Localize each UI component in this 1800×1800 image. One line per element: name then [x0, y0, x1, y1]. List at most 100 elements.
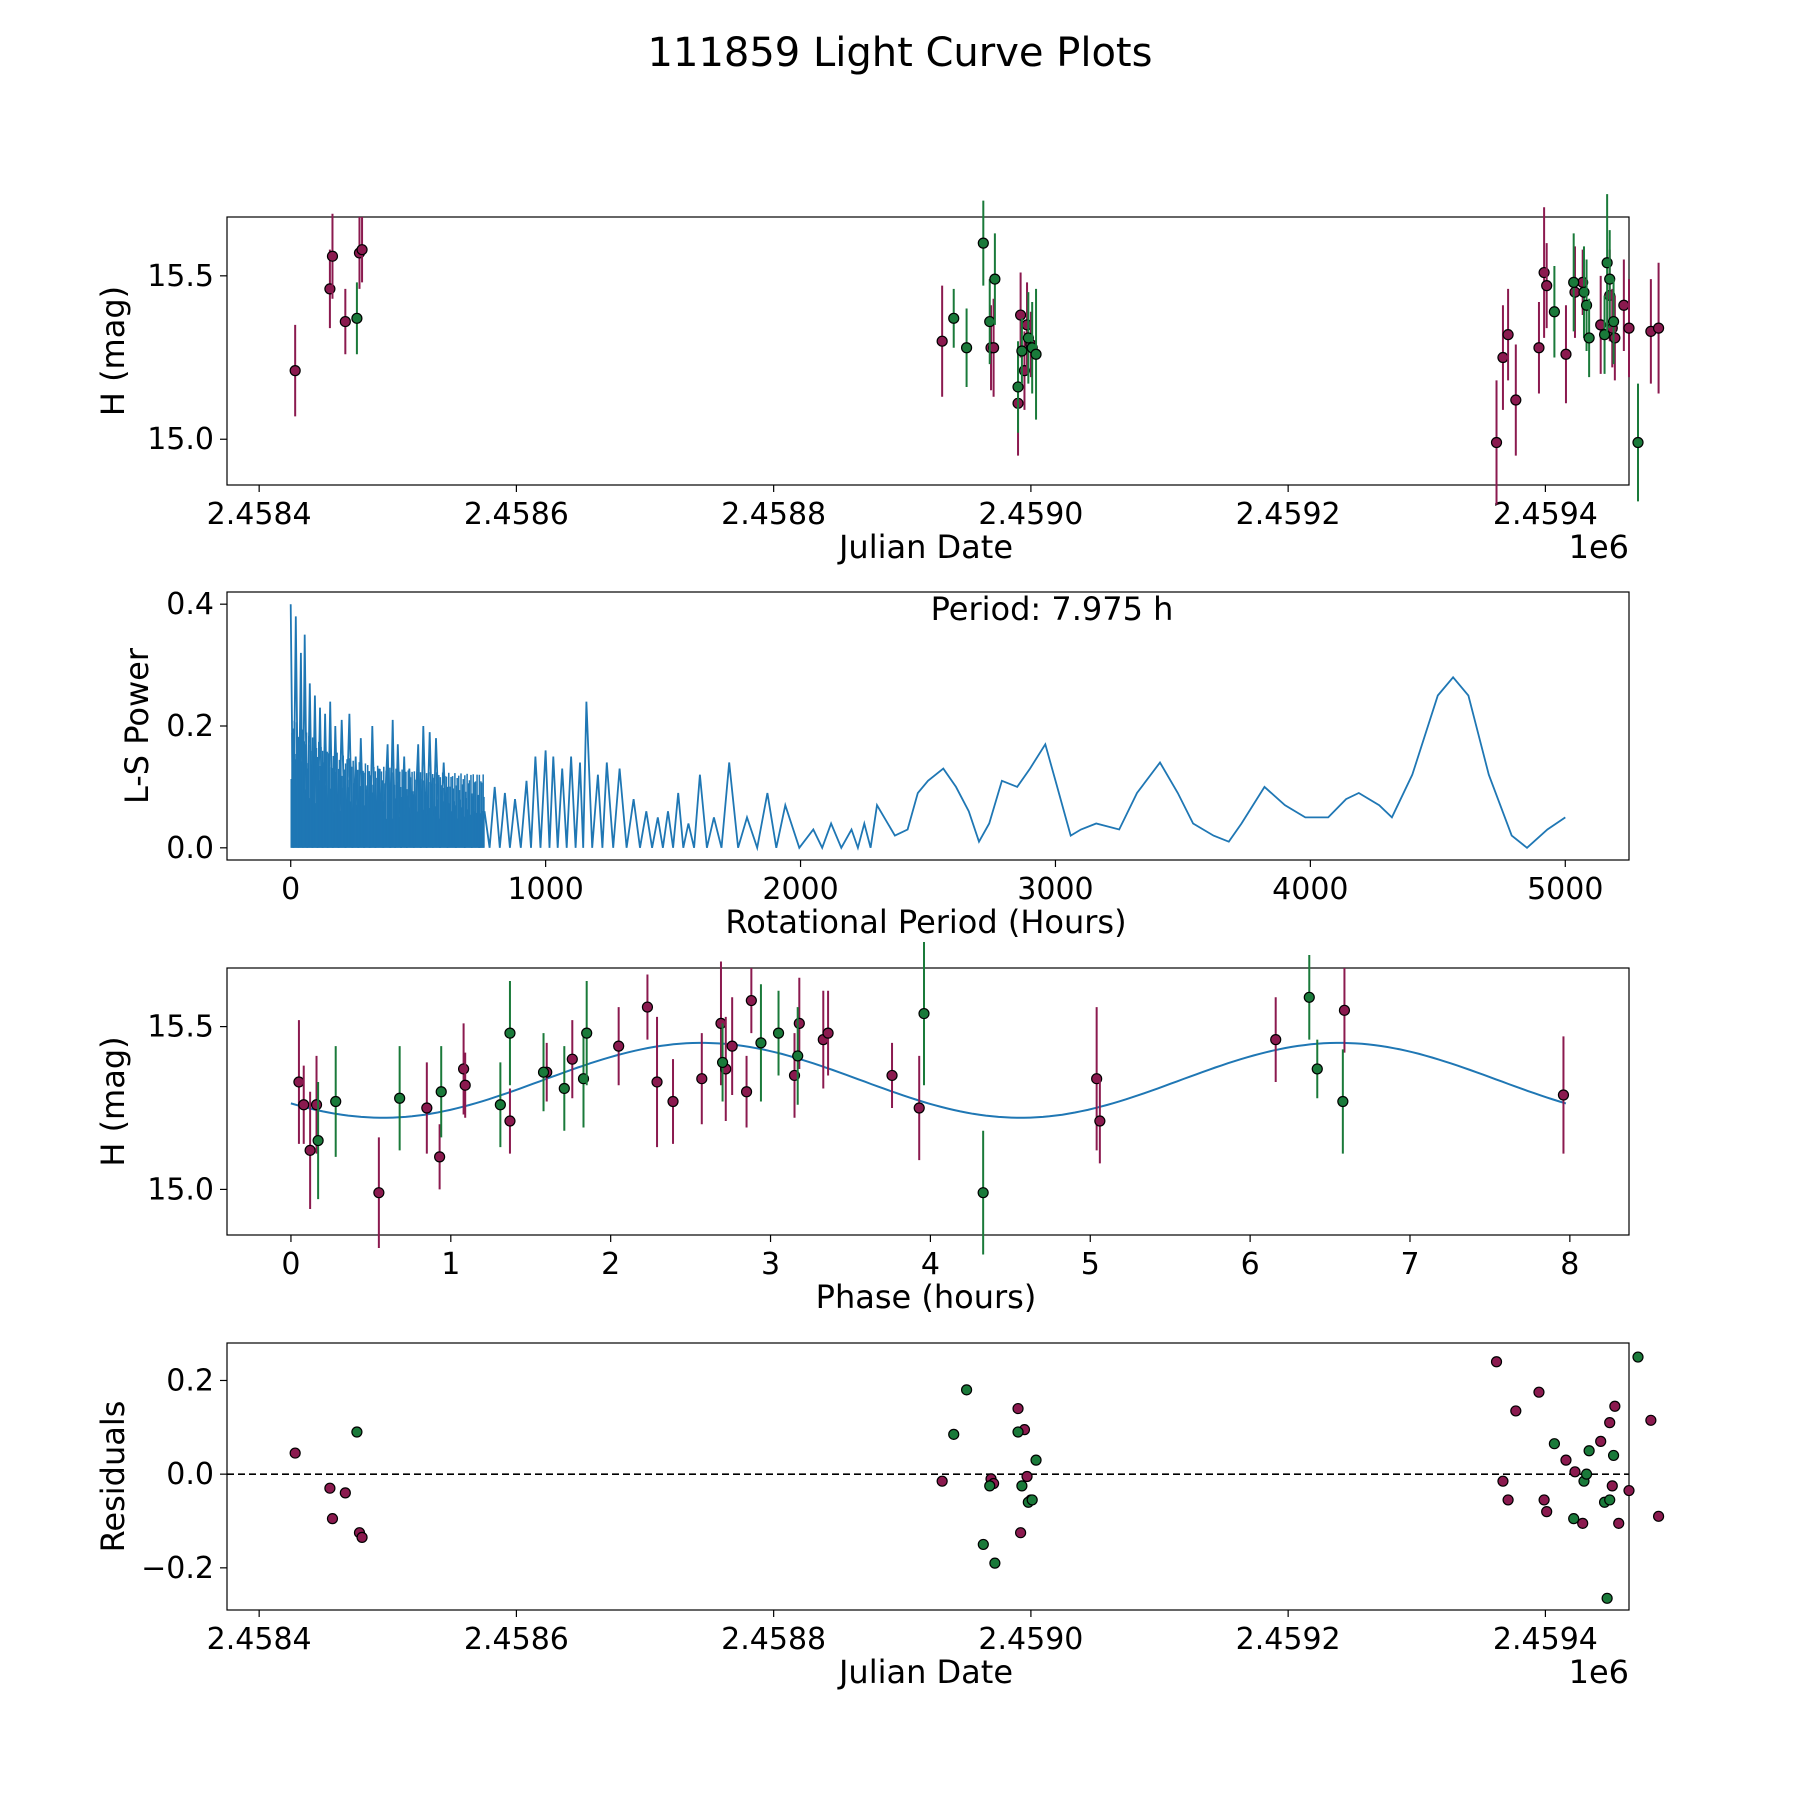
lightcurve-panel: 2.4584 2.4586 2.4588 2.4590 2.4592 2.4594 15.0…: [94, 194, 1665, 566]
lightcurve-point-green: [984, 315, 996, 328]
phasefold-point-magenta: [298, 1099, 310, 1111]
phasefold-ytick-label: 15.0: [147, 1172, 214, 1207]
residuals-point-green: [1026, 1494, 1038, 1506]
residuals-point-magenta: [1497, 1475, 1509, 1487]
phasefold-point-green: [977, 1187, 989, 1199]
phasefold-xlabel: Phase (hours): [816, 1278, 1037, 1316]
lightcurve-xtick-label: 2.4590: [978, 497, 1083, 532]
phasefold-point-green: [1303, 991, 1315, 1003]
lightcurve-point-green: [1016, 345, 1028, 357]
lightcurve-point-magenta: [1490, 436, 1503, 449]
residuals-xtick-label: 2.4584: [207, 1622, 312, 1657]
residuals-point-magenta: [1623, 1484, 1635, 1497]
lightcurve-ylabel: H (mag): [94, 286, 132, 416]
residuals-point-green: [1012, 1426, 1024, 1438]
residuals-point-magenta: [1021, 1470, 1033, 1483]
phasefold-point-green: [435, 1086, 447, 1098]
periodogram-panel: Period: 7.975 h 0 1000 2000 3000 4000 5000 0.0…: [118, 587, 1630, 941]
phasefold-ytick-label: 15.5: [147, 1010, 214, 1045]
residuals-xlabel: Julian Date: [837, 1653, 1013, 1691]
phasefold-point-magenta: [304, 1144, 316, 1156]
residuals-point-green: [989, 1557, 1001, 1569]
residuals-point-green: [948, 1428, 960, 1440]
phasefold-point-magenta: [504, 1115, 516, 1127]
residuals-point-green: [1580, 1468, 1593, 1480]
lightcurve-point-magenta: [339, 315, 351, 328]
lightcurve-point-green: [351, 312, 363, 324]
residuals-point-green: [1568, 1513, 1580, 1525]
residuals-xtick-label: 2.4592: [1236, 1622, 1341, 1657]
phasefold-xtick-label: 7: [1400, 1247, 1419, 1282]
residuals-point-magenta: [1606, 1480, 1618, 1492]
periodogram-ylabel: L-S Power: [118, 647, 156, 804]
residuals-point-green: [977, 1538, 989, 1551]
residuals-point-magenta: [326, 1513, 339, 1525]
residuals-point-magenta: [356, 1531, 368, 1543]
lightcurve-xtick-label: 2.4588: [721, 497, 826, 532]
residuals-point-magenta: [1502, 1494, 1514, 1506]
phasefold-point-magenta: [822, 1027, 834, 1039]
phasefold-point-green: [792, 1050, 804, 1062]
lightcurve-point-green: [1607, 315, 1620, 328]
residuals-point-green: [1548, 1438, 1560, 1450]
residuals-point-magenta: [1645, 1414, 1657, 1426]
phasefold-point-magenta: [667, 1095, 679, 1108]
residuals-point-magenta: [1569, 1466, 1581, 1478]
phasefold-point-magenta: [1094, 1115, 1106, 1127]
phasefold-point-magenta: [1557, 1089, 1570, 1101]
lightcurve-point-magenta: [1541, 280, 1553, 292]
phasefold-axes-frame: [226, 967, 1630, 1236]
phasefold-point-magenta: [566, 1053, 578, 1065]
phasefold-point-magenta: [745, 994, 757, 1007]
periodogram-xtick-label: 5000: [1527, 872, 1603, 907]
lightcurve-point-green: [1632, 436, 1644, 449]
residuals-point-magenta: [1652, 1510, 1665, 1522]
residuals-axes-frame: [226, 1342, 1630, 1611]
residuals-point-green: [1030, 1454, 1042, 1466]
residuals-panel: 2.4584 2.4586 2.4588 2.4590 2.4592 2.4594 −0.2…: [94, 1342, 1665, 1691]
lightcurve-axes-frame: [226, 216, 1630, 486]
phasefold-xtick-label: 5: [1081, 1247, 1100, 1282]
lightcurve-point-magenta: [987, 342, 1000, 354]
residuals-point-magenta: [1490, 1356, 1503, 1368]
residuals-point-magenta: [1012, 1402, 1024, 1415]
phasefold-point-green: [558, 1082, 570, 1095]
phasefold-ylabel: H (mag): [94, 1036, 132, 1166]
residuals-xtick-label: 2.4588: [721, 1622, 826, 1657]
periodogram-ytick-label: 0.0: [166, 831, 214, 866]
phasefold-point-magenta: [715, 1017, 727, 1029]
lightcurve-xtick-label: 2.4586: [464, 497, 569, 532]
lightcurve-point-magenta: [936, 335, 948, 347]
residuals-point-green: [1016, 1480, 1028, 1492]
lightcurve-point-green: [1548, 306, 1560, 318]
residuals-point-magenta: [1604, 1417, 1616, 1429]
lightcurve-point-green: [977, 237, 989, 249]
residuals-point-green: [351, 1426, 363, 1438]
lightcurve-xtick-label: 2.4584: [207, 497, 312, 532]
lightcurve-xlabel: Julian Date: [837, 528, 1013, 566]
residuals-point-green: [960, 1384, 973, 1396]
residuals-point-magenta: [1015, 1527, 1027, 1539]
lightcurve-point-green: [989, 273, 1001, 285]
phasefold-point-magenta: [373, 1187, 385, 1199]
residuals-xtick-label: 2.4586: [464, 1622, 569, 1657]
periodogram-ytick-label: 0.2: [166, 709, 214, 744]
periodogram-xtick-label: 2000: [762, 872, 838, 907]
phasefold-point-green: [537, 1066, 550, 1078]
residuals-point-magenta: [1609, 1400, 1621, 1412]
lightcurve-point-green: [1583, 332, 1595, 344]
lightcurve-point-green: [960, 342, 973, 354]
phasefold-xtick-label: 3: [761, 1247, 780, 1282]
phasefold-point-green: [394, 1092, 406, 1104]
residuals-point-magenta: [1560, 1454, 1572, 1466]
phasefold-point-green: [494, 1099, 506, 1111]
residuals-point-green: [1607, 1449, 1620, 1462]
residuals-point-magenta: [936, 1475, 948, 1487]
phasefold-xtick-label: 8: [1560, 1247, 1579, 1282]
phasefold-point-magenta: [1270, 1034, 1282, 1046]
lightcurve-point-magenta: [1652, 322, 1665, 334]
residuals-point-magenta: [1538, 1494, 1550, 1506]
phasefold-point-green: [772, 1027, 785, 1039]
residuals-ytick-label: −0.2: [141, 1551, 214, 1586]
lightcurve-x-offset-label: 1e6: [1569, 528, 1629, 566]
